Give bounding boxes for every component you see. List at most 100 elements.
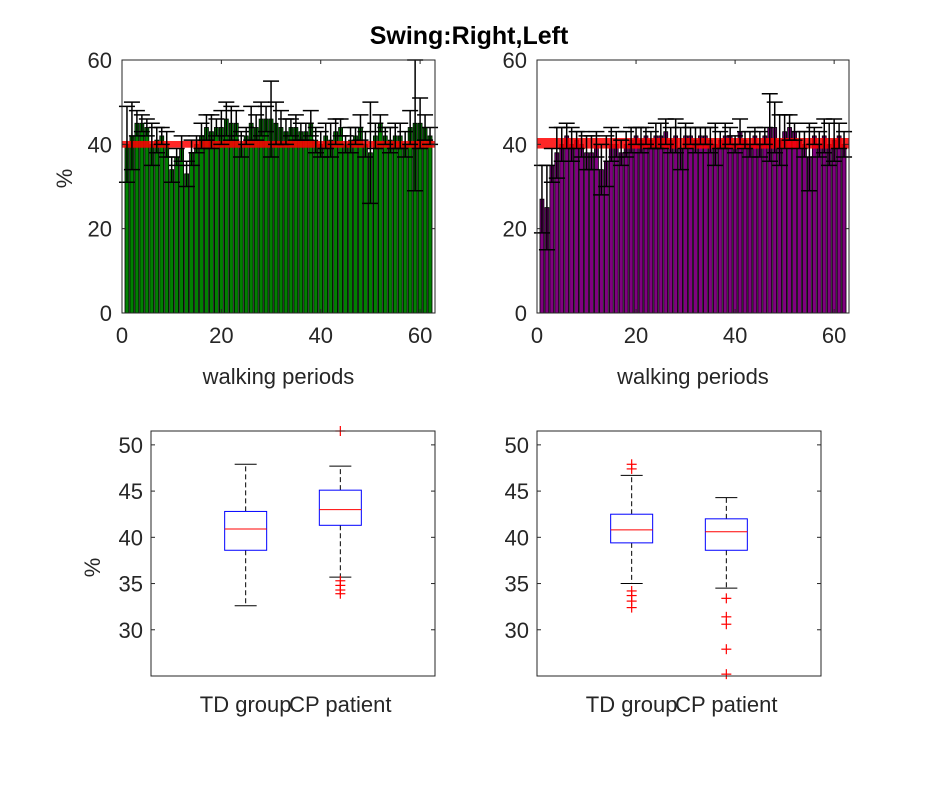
axes-frame (536, 430, 822, 677)
bar (772, 127, 778, 314)
bar (816, 143, 822, 314)
y-tick-label: 60 (503, 48, 527, 73)
bar (747, 143, 753, 314)
y-tick-label: 0 (100, 301, 112, 326)
y-tick-label: 35 (119, 572, 143, 597)
outlier-marker (335, 588, 346, 599)
y-tick-label: 30 (505, 618, 529, 643)
bar (422, 127, 428, 314)
bar (273, 122, 279, 314)
bar (782, 131, 788, 314)
bar (392, 135, 398, 314)
bar (218, 127, 224, 314)
bar (703, 135, 708, 314)
y-axis-label: % (52, 169, 77, 189)
box-iqr (704, 518, 748, 551)
chart-top-left: 0 20 40 60 0 20 40 60 walking periods% (52, 48, 439, 389)
y-tick-label: 40 (119, 525, 143, 550)
bar (673, 135, 679, 314)
bar (243, 135, 249, 314)
x-axis-label: walking periods (616, 364, 769, 389)
bar (333, 131, 339, 314)
y-tick-label: 0 (515, 301, 527, 326)
bar (663, 131, 669, 314)
bar (353, 135, 358, 314)
bar (712, 143, 718, 314)
bar (683, 135, 688, 314)
bar (792, 131, 797, 314)
bar (564, 135, 570, 314)
bar (584, 152, 589, 314)
bar (407, 127, 413, 314)
y-tick-label: 40 (505, 525, 529, 550)
x-tick-label: 20 (209, 323, 233, 348)
bar (318, 143, 324, 314)
bar (668, 139, 674, 314)
figure-title: Swing:Right,Left (369, 22, 569, 50)
bar (678, 148, 684, 314)
bar (303, 131, 309, 314)
bar (313, 139, 319, 314)
bar (308, 122, 314, 314)
bar (811, 135, 817, 314)
bar (214, 127, 219, 314)
bar (623, 143, 629, 314)
bar (159, 135, 165, 314)
bar (139, 122, 145, 314)
bar (253, 127, 259, 314)
x-tick-label: 60 (822, 323, 846, 348)
bar (358, 127, 363, 314)
bar (658, 135, 664, 314)
bar (569, 143, 575, 314)
x-tick-label: CP patient (675, 692, 777, 717)
box-1 (318, 426, 362, 599)
bar (732, 143, 738, 314)
bar (427, 135, 433, 314)
bar (293, 127, 299, 314)
bar (233, 122, 239, 314)
x-tick-label: 20 (624, 323, 648, 348)
y-tick-label: 30 (119, 618, 143, 643)
bar (638, 139, 644, 314)
chart-top-right: 0 20 40 60 0 20 40 60 walking periods (503, 48, 853, 389)
bar (628, 139, 634, 314)
bar (653, 135, 659, 314)
y-tick-label: 60 (88, 48, 112, 73)
bar (179, 148, 185, 314)
bar (762, 135, 768, 314)
bar (298, 131, 304, 314)
bar (209, 131, 214, 314)
y-axis-label: % (80, 558, 105, 578)
x-tick-label: 60 (408, 323, 432, 348)
bar (757, 143, 763, 314)
box-0 (610, 459, 654, 613)
bar (742, 139, 748, 314)
axes-frame (121, 59, 436, 314)
bar (722, 135, 728, 314)
box-1 (704, 497, 748, 680)
bar (698, 135, 703, 314)
outlier-marker (626, 463, 637, 474)
bar (787, 127, 792, 314)
x-axis-label: walking periods (202, 364, 355, 389)
outlier-marker (721, 619, 732, 630)
bar (258, 118, 264, 314)
bar (149, 143, 155, 314)
bar (397, 135, 403, 314)
bar (164, 143, 170, 314)
bar (223, 118, 229, 314)
bar (608, 143, 614, 314)
box-iqr (610, 513, 654, 544)
bar (199, 135, 204, 314)
bar (363, 143, 368, 314)
bar (174, 156, 180, 314)
bar (372, 135, 378, 314)
y-tick-label: 50 (505, 433, 529, 458)
x-tick-label: 40 (723, 323, 747, 348)
x-tick-label: 0 (116, 323, 128, 348)
bar (204, 127, 209, 314)
bar (248, 122, 254, 314)
y-tick-label: 20 (88, 217, 112, 242)
